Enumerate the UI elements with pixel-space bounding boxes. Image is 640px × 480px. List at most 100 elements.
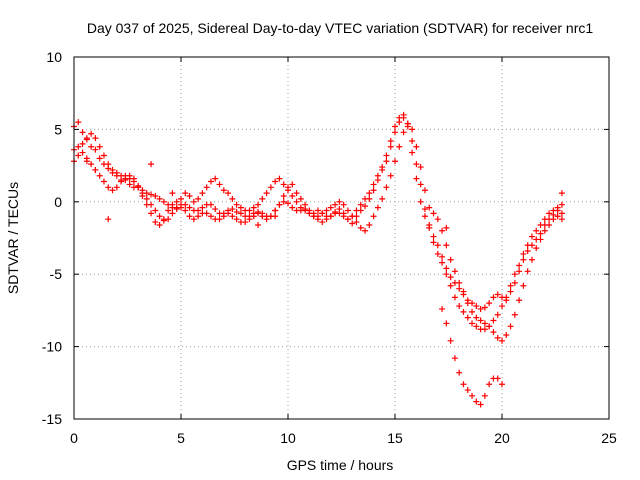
data-point-plus	[178, 195, 184, 202]
data-point-plus	[148, 191, 155, 198]
data-point-plus	[366, 190, 373, 197]
data-point-plus	[246, 207, 253, 214]
data-point-plus	[473, 398, 480, 405]
data-point-plus	[195, 195, 202, 202]
data-point-plus	[486, 323, 493, 330]
data-point-plus	[469, 392, 476, 399]
data-point-plus	[246, 216, 253, 223]
data-points	[71, 111, 565, 408]
data-point-plus	[92, 166, 99, 173]
data-point-plus	[92, 146, 99, 153]
data-point-plus	[349, 213, 356, 220]
data-point-plus	[451, 294, 458, 301]
data-point-plus	[323, 207, 330, 214]
data-point-plus	[537, 221, 544, 228]
data-point-plus	[169, 210, 176, 217]
data-point-plus	[113, 169, 120, 176]
data-point-plus	[537, 236, 544, 243]
data-point-plus	[460, 308, 467, 315]
data-point-plus	[490, 317, 497, 324]
data-point-plus	[267, 184, 274, 191]
data-point-plus	[409, 126, 416, 133]
data-point-plus	[182, 190, 189, 197]
data-point-plus	[481, 304, 488, 311]
data-point-plus	[362, 195, 369, 202]
data-point-plus	[293, 198, 300, 205]
data-point-plus	[477, 317, 484, 324]
data-point-plus	[255, 201, 262, 208]
data-point-plus	[379, 195, 386, 202]
data-point-plus	[178, 201, 184, 208]
data-point-plus	[105, 161, 112, 168]
data-point-plus	[310, 213, 317, 220]
x-tick-label: 25	[601, 430, 617, 446]
data-point-plus	[469, 308, 476, 315]
data-point-plus	[434, 250, 441, 257]
data-point-plus	[173, 198, 180, 205]
data-point-plus	[511, 279, 518, 286]
data-point-plus	[426, 204, 433, 211]
data-point-plus	[280, 193, 287, 200]
data-point-plus	[148, 210, 155, 217]
data-point-plus	[220, 213, 227, 220]
x-axis-label: GPS time / hours	[287, 457, 394, 473]
data-point-plus	[190, 198, 197, 205]
data-point-plus	[558, 210, 565, 217]
data-point-plus	[255, 210, 262, 217]
data-point-plus	[280, 198, 287, 205]
data-point-plus	[118, 178, 125, 185]
data-point-plus	[464, 387, 471, 394]
data-point-plus	[524, 248, 531, 255]
data-point-plus	[135, 184, 142, 191]
data-point-plus	[494, 375, 501, 382]
data-point-plus	[546, 221, 553, 228]
data-point-plus	[439, 305, 446, 312]
data-point-plus	[477, 305, 484, 312]
data-point-plus	[255, 221, 262, 228]
data-point-plus	[460, 381, 467, 388]
data-point-plus	[289, 193, 296, 200]
data-point-plus	[250, 204, 257, 211]
data-point-plus	[554, 204, 561, 211]
data-point-plus	[105, 184, 112, 191]
data-point-plus	[520, 250, 527, 257]
data-point-plus	[528, 256, 535, 263]
data-point-plus	[143, 201, 150, 208]
data-point-plus	[173, 204, 180, 211]
data-point-plus	[520, 282, 527, 289]
data-point-plus	[250, 213, 257, 220]
data-point-plus	[477, 401, 484, 408]
data-point-plus	[443, 242, 450, 249]
data-point-plus	[499, 303, 505, 310]
data-point-plus	[263, 190, 270, 197]
data-point-plus	[392, 123, 398, 130]
series-satellite-track-4	[439, 305, 505, 408]
data-point-plus	[473, 314, 480, 321]
data-point-plus	[83, 158, 90, 165]
data-point-plus	[413, 161, 420, 168]
data-point-plus	[349, 220, 356, 227]
data-point-plus	[370, 181, 377, 188]
data-point-plus	[152, 193, 159, 200]
plot-frame	[73, 56, 610, 420]
data-point-plus	[323, 216, 330, 223]
data-point-plus	[207, 213, 214, 220]
data-point-plus	[186, 193, 193, 200]
data-point-plus	[554, 213, 561, 220]
data-point-plus	[400, 111, 407, 118]
data-point-plus	[216, 181, 223, 188]
data-point-plus	[225, 210, 232, 217]
data-point-plus	[199, 190, 206, 197]
data-point-plus	[383, 152, 390, 159]
data-point-plus	[430, 233, 437, 240]
data-point-plus	[276, 201, 283, 208]
data-point-plus	[550, 216, 557, 223]
data-point-plus	[75, 143, 82, 150]
data-point-plus	[285, 200, 291, 207]
data-point-plus	[272, 207, 279, 214]
data-point-plus	[456, 303, 463, 310]
data-point-plus	[237, 210, 244, 217]
data-point-plus	[75, 152, 82, 159]
data-point-plus	[516, 297, 523, 304]
